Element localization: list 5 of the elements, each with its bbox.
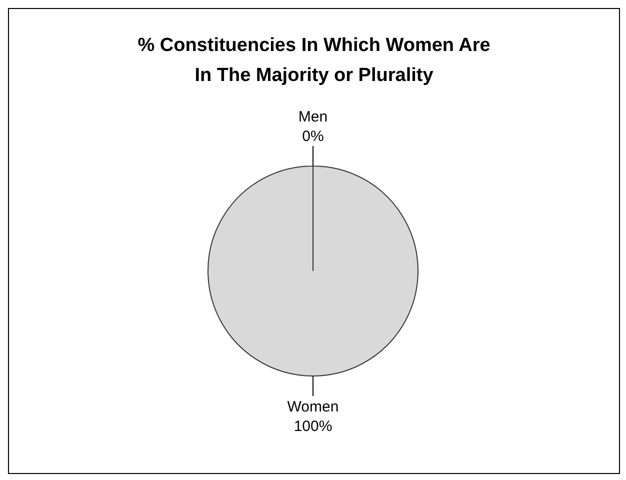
chart-title: % Constituencies In Which Women Are In The Majority or Plurality [136, 34, 492, 88]
slice-label: Women [287, 398, 339, 416]
data-label: 100% [294, 418, 332, 435]
text: 0% [302, 128, 324, 145]
category-label: Men [298, 108, 328, 126]
